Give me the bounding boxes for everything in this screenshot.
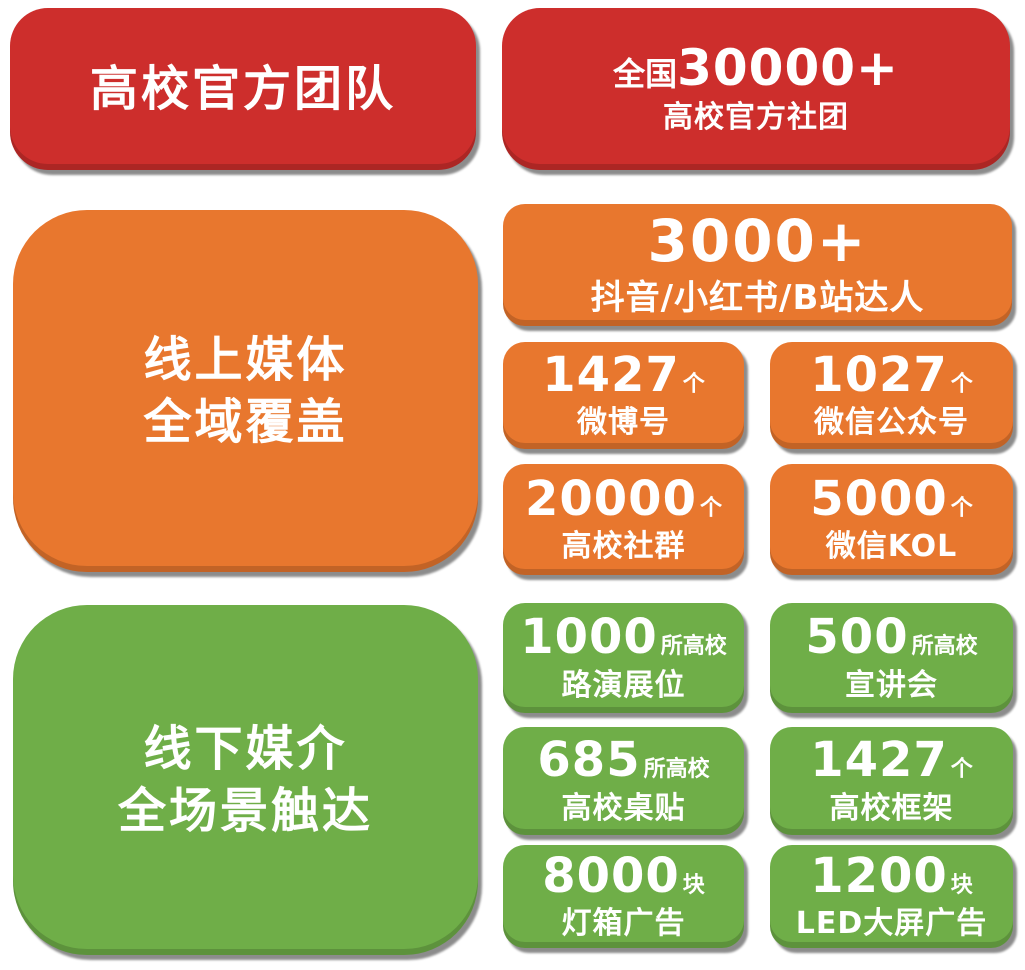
online-media-card: 线上媒体 全域覆盖 (13, 210, 478, 572)
roadshow-booths-stat-card: 1000 所高校 路演展位 (503, 603, 744, 713)
stat-number: 5000 (810, 470, 948, 527)
stat-number-line: 1427 个 (542, 346, 705, 403)
stat-number: 1200 (810, 847, 948, 904)
stat-label: 微博号 (577, 405, 670, 441)
led-screen-ads-stat-card: 1200 块 LED大屏广告 (770, 845, 1013, 948)
wechat-official-accounts-stat-card: 1027 个 微信公众号 (770, 342, 1013, 449)
offline-media-headline-line1: 线下媒介 (143, 720, 348, 777)
stat-number-line: 全国 30000+ (613, 42, 899, 95)
official-team-card: 高校官方团队 (10, 8, 476, 170)
offline-media-headline: 线下媒介 全场景触达 (118, 718, 373, 843)
online-media-headline: 线上媒体 全域覆盖 (143, 329, 347, 454)
influencers-stat-card: 3000+ 抖音/小红书/B站达人 (503, 204, 1012, 326)
stat-unit: 个 (682, 371, 705, 397)
stat-number-line: 685 所高校 (537, 732, 710, 789)
stat-unit: 个 (950, 495, 973, 521)
stat-number: 1000 (520, 609, 658, 666)
stat-number-line: 500 所高校 (805, 609, 978, 666)
stat-label: 高校框架 (829, 790, 954, 826)
stat-number-line: 8000 块 (542, 847, 705, 904)
stat-number: 500 (805, 609, 909, 666)
stat-label: 高校官方社团 (663, 99, 849, 135)
stat-unit: 个 (699, 495, 722, 521)
stat-number: 3000+ (647, 207, 868, 276)
stat-number: 685 (537, 732, 641, 789)
online-media-headline-line2: 全域覆盖 (143, 394, 348, 450)
weibo-accounts-stat-card: 1427 个 微博号 (503, 342, 744, 449)
info-sessions-stat-card: 500 所高校 宣讲会 (770, 603, 1013, 713)
stat-number-line: 1200 块 (810, 847, 973, 904)
stat-number: 1427 (542, 346, 680, 403)
official-team-headline: 高校官方团队 (89, 60, 396, 117)
offline-media-card: 线下媒介 全场景触达 (13, 605, 478, 955)
stat-label: 灯箱广告 (561, 906, 686, 942)
stat-number-line: 1027 个 (810, 346, 973, 403)
lightbox-ads-stat-card: 8000 块 灯箱广告 (503, 845, 744, 948)
stat-unit: 个 (950, 371, 973, 397)
stat-number: 1027 (810, 346, 948, 403)
stat-unit: 所高校 (643, 757, 710, 783)
official-clubs-stat-card: 全国 30000+ 高校官方社团 (502, 8, 1010, 170)
stat-number-line: 3000+ (647, 211, 867, 272)
stat-number: 30000+ (677, 39, 899, 98)
stat-unit: 块 (682, 872, 705, 898)
wechat-kol-stat-card: 5000 个 微信KOL (770, 464, 1013, 575)
campus-frame-ads-stat-card: 1427 个 高校框架 (770, 727, 1013, 835)
desk-stickers-stat-card: 685 所高校 高校桌贴 (503, 727, 744, 835)
stat-unit: 所高校 (911, 634, 978, 660)
stat-number-line: 1427 个 (810, 732, 973, 789)
stat-unit: 个 (950, 757, 973, 783)
stat-unit: 块 (950, 872, 973, 898)
online-media-headline-line1: 线上媒体 (143, 331, 348, 388)
stat-prefix: 全国 (613, 55, 678, 94)
stat-number-line: 1000 所高校 (520, 609, 727, 666)
offline-media-headline-line2: 全场景触达 (117, 783, 373, 839)
stat-label: 抖音/小红书/B站达人 (590, 278, 925, 319)
stat-label: 微信公众号 (814, 405, 969, 441)
stat-label: LED大屏广告 (795, 906, 988, 942)
stat-number: 8000 (542, 847, 680, 904)
stat-number: 20000 (524, 470, 697, 527)
stat-label: 高校桌贴 (561, 790, 686, 826)
campus-communities-stat-card: 20000 个 高校社群 (503, 464, 744, 575)
stat-label: 高校社群 (561, 529, 686, 565)
stat-number-line: 20000 个 (524, 470, 722, 527)
stat-number-line: 5000 个 (810, 470, 973, 527)
stat-label: 路演展位 (561, 667, 686, 703)
stat-label: 微信KOL (825, 529, 958, 565)
stat-label: 宣讲会 (845, 667, 938, 703)
stat-unit: 所高校 (660, 634, 727, 660)
stat-number: 1427 (810, 732, 948, 789)
